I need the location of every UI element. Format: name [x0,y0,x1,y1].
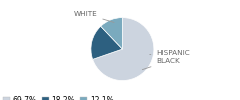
Legend: 69.7%, 18.2%, 12.1%: 69.7%, 18.2%, 12.1% [3,96,114,100]
Text: BLACK: BLACK [142,58,180,70]
Text: WHITE: WHITE [74,11,114,22]
Wedge shape [91,26,122,59]
Text: HISPANIC: HISPANIC [150,50,190,56]
Wedge shape [93,18,154,81]
Wedge shape [101,18,122,49]
